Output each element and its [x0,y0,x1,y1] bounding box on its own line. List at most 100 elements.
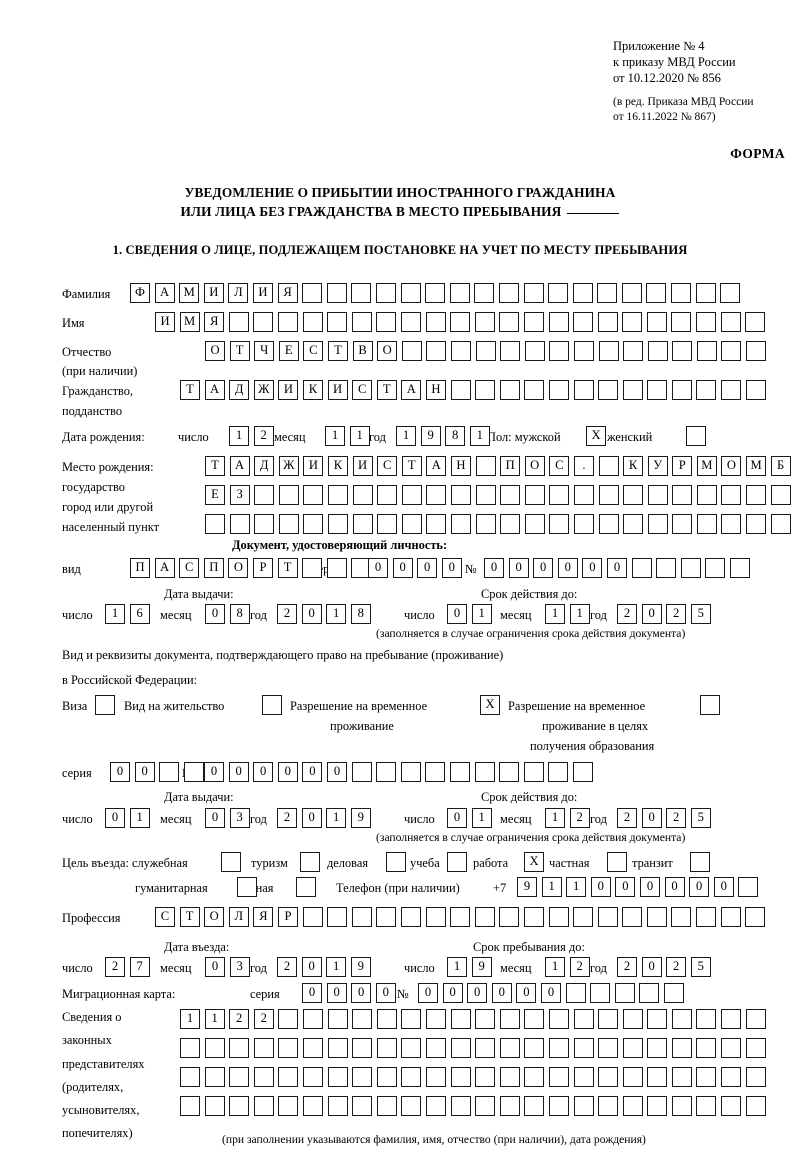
char-cell[interactable]: 2 [229,1009,250,1029]
char-cell[interactable]: 0 [590,877,611,897]
char-cell[interactable] [695,283,716,303]
char-cell[interactable]: 0 [392,558,413,578]
char-cell[interactable] [598,380,619,400]
char-cell[interactable] [696,312,717,332]
char-cell[interactable] [183,762,204,782]
char-cell[interactable]: 8 [229,604,250,624]
char-cell[interactable] [549,341,570,361]
char-cell[interactable] [672,514,693,534]
char-cell[interactable]: 1 [545,957,565,977]
char-cell[interactable] [475,1067,496,1087]
char-cell[interactable]: 2 [277,604,297,624]
char-cell[interactable] [623,341,644,361]
char-cell[interactable]: 0 [418,983,438,1003]
char-cell[interactable]: Я [204,312,225,332]
char-cell[interactable] [426,514,447,534]
char-cell[interactable] [622,1096,643,1116]
char-cell[interactable]: А [401,380,422,400]
char-cell[interactable] [277,312,298,332]
char-cell[interactable] [671,1009,692,1029]
char-cell[interactable] [499,312,520,332]
char-cell[interactable] [499,762,520,782]
char-cell[interactable] [672,485,693,505]
char-cell[interactable] [302,907,323,927]
char-cell[interactable]: О [204,907,225,927]
char-cell[interactable]: Е [278,341,299,361]
char-cell[interactable] [425,1067,446,1087]
char-cell[interactable]: . [573,456,594,476]
char-cell[interactable]: 0 [582,558,603,578]
char-cell[interactable] [401,1038,422,1058]
char-cell[interactable] [623,485,644,505]
char-cell[interactable]: С [179,558,200,578]
char-cell[interactable]: Т [401,456,422,476]
char-cell[interactable]: 1 [325,426,345,446]
char-cell[interactable] [326,283,347,303]
char-cell[interactable] [159,762,180,782]
char-cell[interactable] [696,1038,717,1058]
char-cell[interactable]: 0 [302,983,322,1003]
char-cell[interactable]: 2 [277,957,297,977]
char-cell[interactable]: Т [277,558,298,578]
temp-residence-checkbox[interactable]: X [480,695,500,715]
char-cell[interactable]: У [647,456,668,476]
char-cell[interactable]: 1 [566,877,587,897]
char-cell[interactable]: Т [180,380,200,400]
char-cell[interactable] [204,1067,225,1087]
char-cell[interactable] [573,1096,594,1116]
char-cell[interactable] [449,762,470,782]
char-cell[interactable] [229,514,250,534]
char-cell[interactable]: 2 [277,808,297,828]
char-cell[interactable] [590,983,611,1003]
char-cell[interactable] [549,514,570,534]
char-cell[interactable]: 1 [129,808,150,828]
legal-rep-row-4-cells[interactable] [180,1096,766,1116]
char-cell[interactable] [770,485,791,505]
char-cell[interactable]: 0 [301,957,322,977]
char-cell[interactable]: 0 [326,762,347,782]
char-cell[interactable] [425,1009,446,1029]
char-cell[interactable]: 0 [557,558,578,578]
char-cell[interactable] [671,283,692,303]
char-cell[interactable] [450,907,471,927]
char-cell[interactable]: 3 [229,808,250,828]
char-cell[interactable] [352,1009,373,1029]
char-cell[interactable] [745,907,766,927]
char-cell[interactable] [426,341,447,361]
char-cell[interactable] [376,762,397,782]
char-cell[interactable] [474,312,495,332]
char-cell[interactable] [647,1009,668,1029]
char-cell[interactable]: П [130,558,150,578]
char-cell[interactable]: О [721,456,742,476]
char-cell[interactable]: 9 [350,957,371,977]
char-cell[interactable] [229,1038,250,1058]
char-cell[interactable]: М [179,283,200,303]
char-cell[interactable] [352,485,373,505]
char-cell[interactable] [548,1067,569,1087]
char-cell[interactable] [180,1038,200,1058]
char-cell[interactable] [573,341,594,361]
char-cell[interactable]: 0 [442,983,463,1003]
char-cell[interactable] [475,456,496,476]
char-cell[interactable] [401,1096,422,1116]
char-cell[interactable] [646,283,667,303]
char-cell[interactable]: Р [277,907,298,927]
char-cell[interactable]: С [155,907,175,927]
char-cell[interactable] [745,380,766,400]
char-cell[interactable]: К [623,456,644,476]
char-cell[interactable]: Р [672,456,693,476]
char-cell[interactable] [229,1096,250,1116]
char-cell[interactable]: 0 [467,983,488,1003]
char-cell[interactable]: М [746,456,767,476]
char-cell[interactable] [352,1067,373,1087]
char-cell[interactable]: 1 [545,808,565,828]
char-cell[interactable] [622,1009,643,1029]
